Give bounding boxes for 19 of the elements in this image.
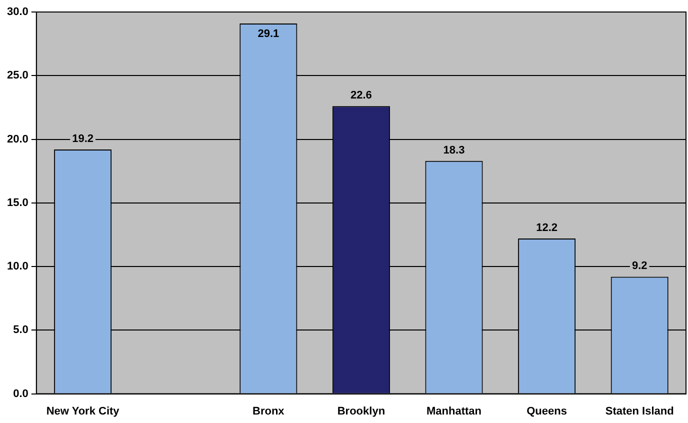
x-tick-label: New York City [46, 405, 120, 418]
y-tick-label: 20.0 [6, 133, 28, 146]
x-tick-label: Staten Island [605, 405, 674, 418]
data-label: 18.3 [443, 144, 465, 156]
data-label: 29.1 [258, 28, 280, 40]
data-label: 9.2 [632, 260, 648, 272]
y-tick-label: 0.0 [13, 388, 28, 400]
x-tick-label: Bronx [252, 405, 286, 418]
data-label: 19.2 [72, 132, 94, 145]
y-tick-label: 15.0 [6, 196, 28, 209]
y-tick-label: 10.0 [6, 260, 28, 273]
y-tick-label: 30.0 [6, 6, 28, 18]
y-tick-label: 5.0 [13, 324, 28, 336]
x-tick-label: Queens [526, 405, 567, 418]
data-label: 22.6 [350, 90, 372, 102]
x-tick-label: Brooklyn [337, 405, 386, 418]
data-label: 12.2 [536, 222, 558, 234]
y-tick-label: 25.0 [6, 70, 28, 82]
x-tick-label: Manhattan [426, 405, 482, 418]
